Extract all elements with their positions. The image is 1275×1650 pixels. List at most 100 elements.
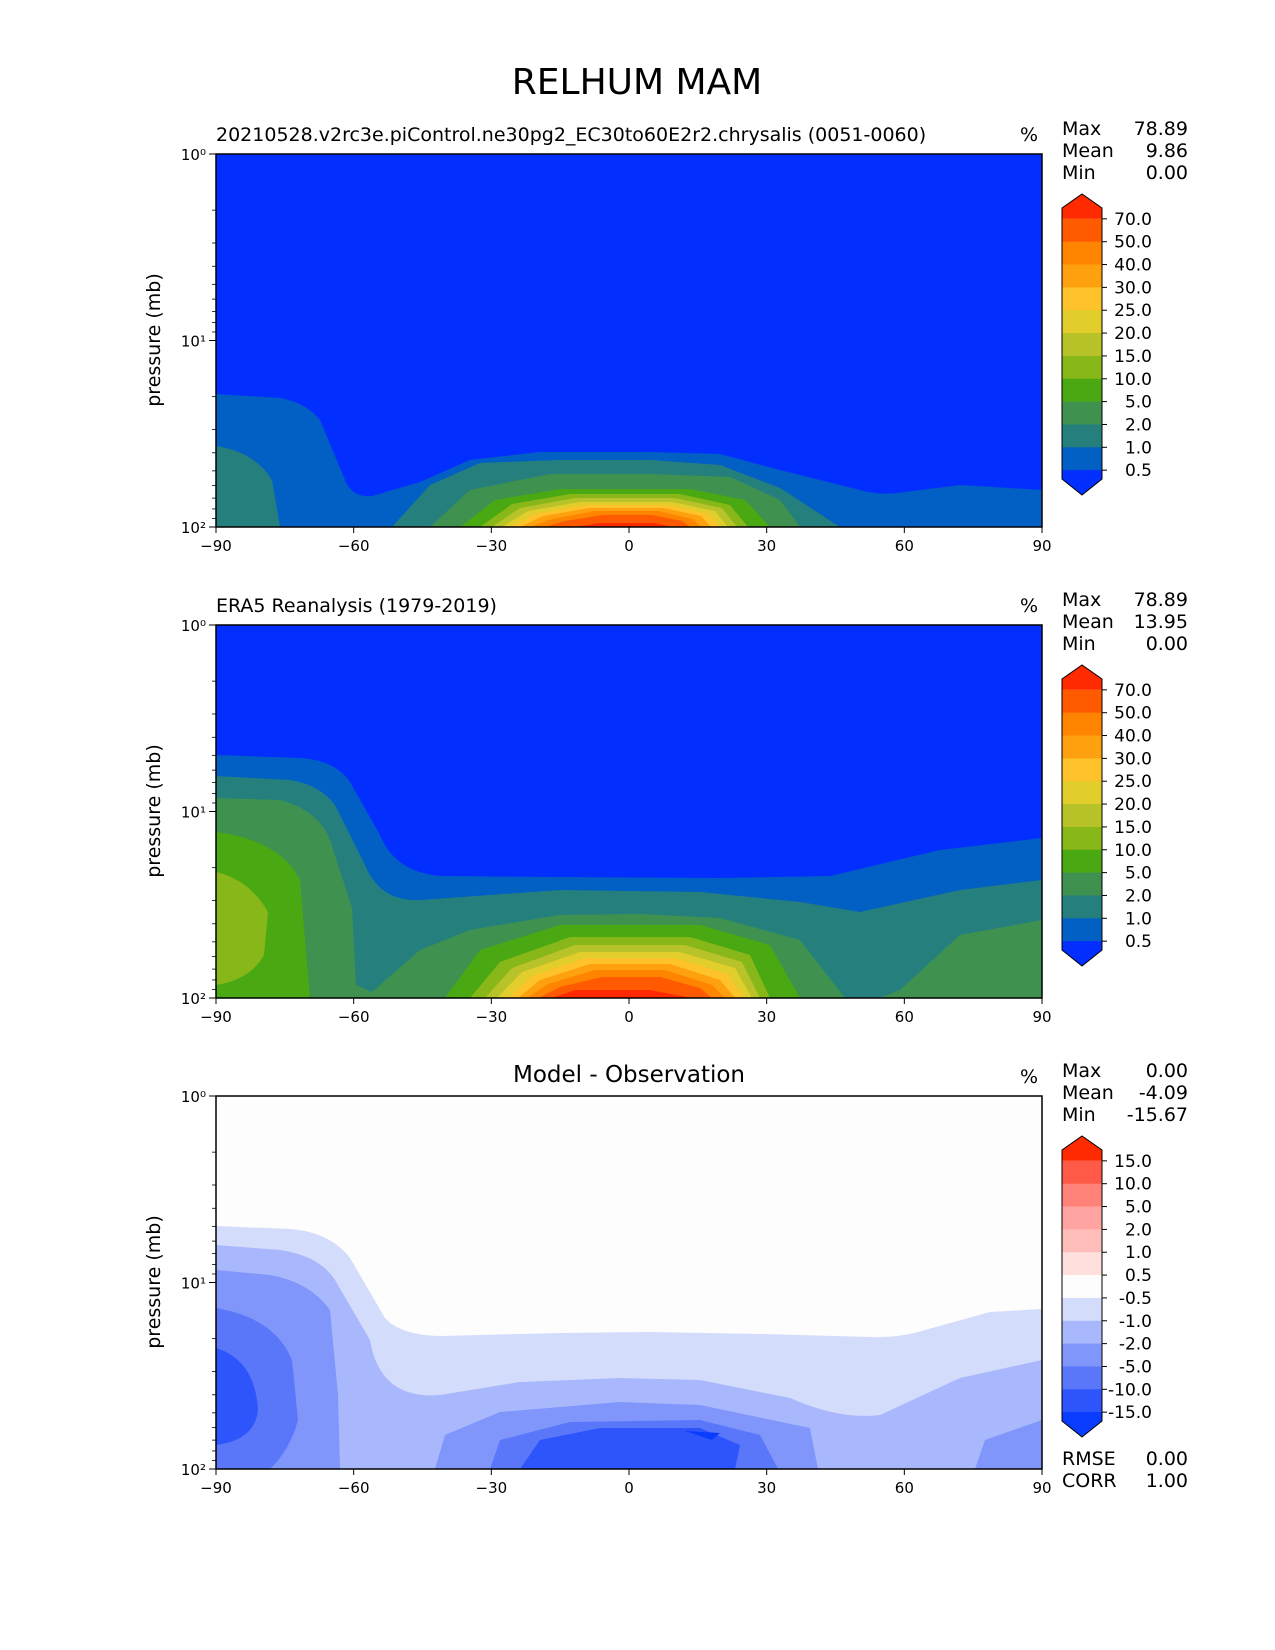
colorbar-swatch <box>1062 1160 1102 1185</box>
colorbar-swatch <box>1062 1366 1102 1390</box>
colorbar-swatch <box>1062 424 1102 448</box>
colorbar-outline <box>1061 1135 1103 1438</box>
colorbar-swatch <box>1062 665 1102 690</box>
y-axis-label: pressure (mb) <box>143 273 165 407</box>
stat-max-label: Max <box>1062 1060 1101 1082</box>
panel-model: 20210528.v2rc3e.piControl.ne30pg2_EC30to… <box>143 118 1188 555</box>
colorbar-label: 0.5 <box>1125 461 1152 481</box>
colorbar-swatch <box>1062 1389 1102 1413</box>
stat-max-value: 78.89 <box>1134 118 1188 140</box>
colorbar-label: 70.0 <box>1114 210 1152 230</box>
colorbar-label: 20.0 <box>1114 795 1152 815</box>
fill-level-12 <box>575 523 672 527</box>
units-label: % <box>1020 1066 1038 1088</box>
colorbar-label: 1.0 <box>1125 438 1152 458</box>
colorbar-label: 30.0 <box>1114 749 1152 769</box>
colorbar-label: 10.0 <box>1114 1175 1152 1195</box>
y-tick-label: 10⁰ <box>181 617 206 635</box>
colorbar-swatch <box>1062 310 1102 334</box>
x-tick-label: −60 <box>338 537 370 555</box>
fill-level-5b <box>520 1428 740 1469</box>
stat-max-value: 0.00 <box>1146 1060 1188 1082</box>
stat-max-value: 78.89 <box>1134 589 1188 611</box>
x-tick-label: 90 <box>1032 537 1051 555</box>
stats-box: Max 78.89 Mean 13.95 Min 0.00 <box>1062 589 1188 655</box>
x-tick-label: 0 <box>624 1479 634 1497</box>
colorbar-label: 10.0 <box>1114 841 1152 861</box>
colorbar: 70.0 50.0 40.030.0 25.0 20.0 15.0 10.0 5.02.0 1.… <box>1061 193 1152 496</box>
colorbar-swatch <box>1062 1206 1102 1230</box>
stat-mean-value: -4.09 <box>1139 1082 1188 1104</box>
y-tick-label: 10¹ <box>181 804 206 822</box>
stat-mean-label: Mean <box>1062 611 1114 633</box>
rmse-corr-box: RMSE 0.00 CORR 1.00 <box>1062 1448 1188 1492</box>
colorbar-swatch <box>1062 941 1102 966</box>
colorbar-label: -0.5 <box>1119 1289 1152 1309</box>
x-tick-label: 30 <box>757 1479 776 1497</box>
panel-difference: Model - Observation % pressure (mb) −90−… <box>143 1060 1188 1497</box>
colorbar: 15.0 10.0 5.02.0 1.0 0.5 -0.5 -1.0 -2.0-5.0 -10.… <box>1061 1135 1152 1438</box>
x-ticks: −90 −60 −30 0 30 60 90 <box>200 998 1052 1026</box>
x-tick-label: 60 <box>895 537 914 555</box>
colorbar-label: 50.0 <box>1114 233 1152 253</box>
y-ticks: 10⁰ 10¹ 10² <box>181 146 216 537</box>
x-tick-label: −30 <box>476 1479 508 1497</box>
fill-level-2 <box>216 1245 1042 1469</box>
colorbar-outline <box>1061 664 1103 967</box>
colorbar-swatch <box>1062 781 1102 805</box>
colorbar-outline <box>1061 193 1103 496</box>
fill-level-12 <box>552 990 692 998</box>
colorbar-label: 25.0 <box>1114 301 1152 321</box>
x-tick-label: 30 <box>757 1008 776 1026</box>
stat-max-label: Max <box>1062 118 1101 140</box>
colorbar-label: -10.0 <box>1108 1380 1152 1400</box>
colorbar-label: 30.0 <box>1114 278 1152 298</box>
x-tick-label: −30 <box>476 1008 508 1026</box>
colorbar-label: 40.0 <box>1114 727 1152 747</box>
colorbar-swatch <box>1062 849 1102 874</box>
stats-box: Max 0.00 Mean -4.09 Min -15.67 <box>1062 1060 1188 1126</box>
x-tick-label: 0 <box>624 1008 634 1026</box>
colorbar-swatch <box>1062 287 1102 311</box>
colorbar-swatch <box>1062 470 1102 495</box>
colorbar-label: 5.0 <box>1125 1198 1152 1218</box>
colorbar-swatch <box>1062 1275 1102 1299</box>
stat-mean-value: 13.95 <box>1134 611 1188 633</box>
x-tick-label: −90 <box>200 1479 232 1497</box>
colorbar-swatch <box>1062 1229 1102 1253</box>
colorbar-swatch <box>1062 1136 1102 1161</box>
panel-title: 20210528.v2rc3e.piControl.ne30pg2_EC30to… <box>216 124 926 146</box>
x-tick-label: 60 <box>895 1008 914 1026</box>
colorbar-label: 15.0 <box>1114 347 1152 367</box>
stat-min-value: 0.00 <box>1146 633 1188 655</box>
colorbar-swatch <box>1062 1252 1102 1276</box>
x-tick-label: −90 <box>200 537 232 555</box>
x-ticks: −90 −60 −30 0 30 60 90 <box>200 1469 1052 1497</box>
colorbar-label: 25.0 <box>1114 772 1152 792</box>
colorbar-swatch <box>1062 1183 1102 1208</box>
colorbar-swatch <box>1062 689 1102 714</box>
y-tick-label: 10² <box>181 990 206 1008</box>
y-tick-label: 10⁰ <box>181 1088 206 1106</box>
y-axis-label: pressure (mb) <box>143 744 165 878</box>
stat-min-label: Min <box>1062 633 1096 655</box>
y-tick-label: 10¹ <box>181 1275 206 1293</box>
colorbar-swatch <box>1062 1297 1102 1322</box>
colorbar-label: -2.0 <box>1119 1335 1152 1355</box>
units-label: % <box>1020 595 1038 617</box>
colorbar-swatch <box>1062 401 1102 425</box>
fill-level-6 <box>685 1431 720 1440</box>
colorbar-label: 40.0 <box>1114 256 1152 276</box>
y-tick-label: 10² <box>181 519 206 537</box>
panel-observation: ERA5 Reanalysis (1979-2019) % pressure (… <box>143 589 1188 1026</box>
stats-box: Max 78.89 Mean 9.86 Min 0.00 <box>1062 118 1188 184</box>
x-ticks: −90 −60 −30 0 30 60 90 <box>200 527 1052 555</box>
colorbar-swatch <box>1062 241 1102 266</box>
colorbar-label: -1.0 <box>1119 1312 1152 1332</box>
colorbar-swatch <box>1062 712 1102 737</box>
panel-title: Model - Observation <box>513 1062 745 1088</box>
colorbar-swatch <box>1062 804 1102 828</box>
fill-level-5 <box>216 1348 258 1445</box>
colorbar-label: 50.0 <box>1114 704 1152 724</box>
colorbar-label: 0.5 <box>1125 1266 1152 1286</box>
